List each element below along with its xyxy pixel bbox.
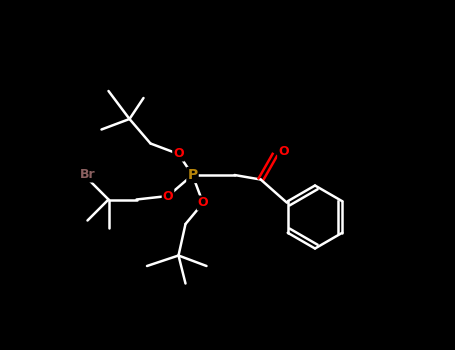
Text: P: P [187, 168, 197, 182]
Text: O: O [163, 189, 173, 203]
Text: O: O [278, 145, 289, 158]
Text: O: O [197, 196, 208, 210]
Text: O: O [173, 147, 184, 161]
Text: Br: Br [80, 168, 95, 182]
